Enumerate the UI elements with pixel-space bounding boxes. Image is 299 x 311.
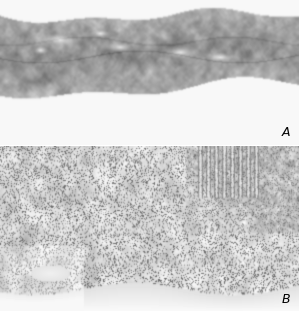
Text: B: B [281,293,290,306]
Text: A: A [282,126,290,139]
